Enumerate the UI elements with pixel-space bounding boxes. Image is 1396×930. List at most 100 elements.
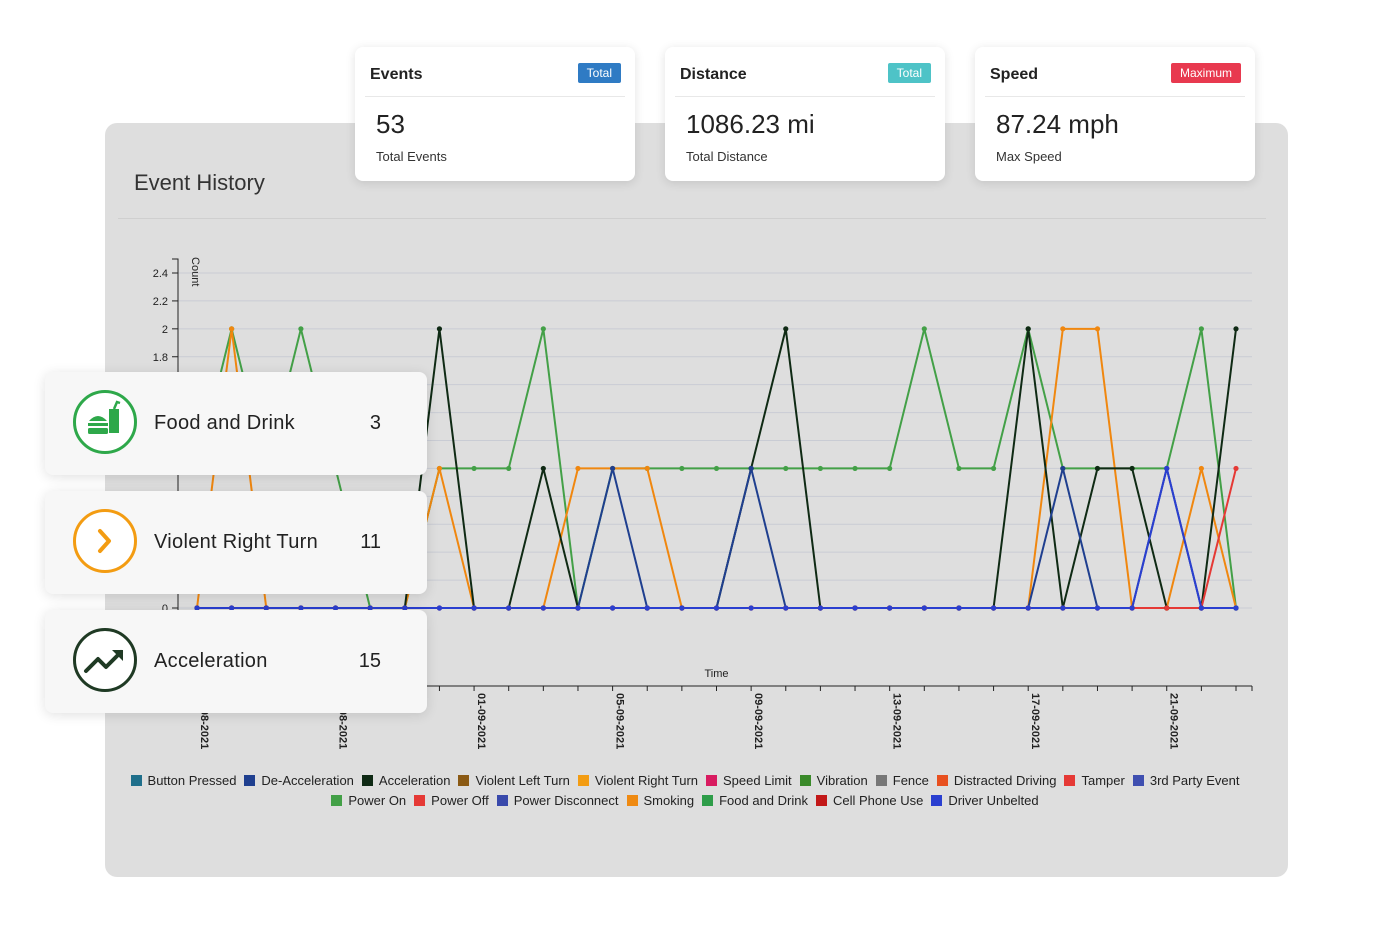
legend-item[interactable]: Power Disconnect — [496, 791, 619, 811]
legend-label: Food and Drink — [719, 793, 808, 808]
data-point — [1094, 326, 1101, 332]
legend-item[interactable]: Acceleration — [361, 771, 450, 791]
legend-item[interactable]: Fence — [875, 771, 929, 791]
legend-label: Power Disconnect — [513, 793, 619, 808]
legend-item[interactable]: Driver Unbelted — [931, 791, 1039, 811]
y-tick-label: 2 — [162, 324, 168, 336]
legend-item[interactable]: De-Acceleration — [244, 771, 354, 791]
data-point — [540, 605, 546, 611]
legend-label: Driver Unbelted — [948, 793, 1039, 808]
data-point — [367, 605, 373, 611]
legend-item[interactable]: Power On — [331, 791, 406, 811]
legend-swatch — [496, 795, 508, 806]
event-name: Violent Right Turn — [154, 531, 319, 553]
legend-label: Violent Left Turn — [475, 773, 570, 788]
legend-item[interactable]: 3rd Party Event — [1132, 771, 1239, 791]
data-point — [540, 326, 546, 332]
legend-item[interactable]: Food and Drink — [702, 791, 808, 811]
data-point — [1164, 605, 1170, 611]
y-axis-label: Count — [189, 257, 201, 286]
chart-legend: Button Pressed De-Acceleration Acceleratio… — [120, 771, 1250, 811]
data-point — [852, 605, 858, 611]
data-point — [921, 326, 927, 332]
data-point — [436, 605, 443, 611]
legend-item[interactable]: Violent Left Turn — [458, 771, 570, 791]
data-point — [194, 605, 200, 611]
legend-item[interactable]: Distracted Driving — [936, 771, 1057, 791]
data-point — [575, 605, 581, 611]
x-tick-label: 01-09-2021 — [475, 693, 487, 749]
legend-item[interactable]: Speed Limit — [706, 771, 792, 791]
legend-label: De-Acceleration — [261, 773, 354, 788]
x-tick-label: 05-09-2021 — [614, 693, 626, 749]
legend-label: Distracted Driving — [953, 773, 1057, 788]
data-point — [852, 465, 858, 472]
data-point — [1233, 465, 1239, 472]
legend-item[interactable]: Power Off — [414, 791, 489, 811]
food-and-drink-card[interactable]: Food and Drink 3 — [45, 372, 427, 475]
legend-item[interactable]: Button Pressed — [130, 771, 236, 791]
data-point — [1164, 465, 1170, 472]
events-stat-card: Events Total 53 Total Events — [355, 47, 635, 181]
legend-item[interactable]: Violent Right Turn — [577, 771, 698, 791]
data-point — [436, 465, 443, 472]
x-tick-label: 21-09-2021 — [1168, 693, 1180, 749]
legend-swatch — [244, 775, 256, 786]
data-point — [1129, 465, 1135, 472]
data-point — [229, 326, 235, 332]
distance-stat-card: Distance Total 1086.23 mi Total Distance — [665, 47, 945, 181]
acceleration-card[interactable]: Acceleration 15 — [45, 610, 427, 713]
legend-swatch — [936, 775, 948, 786]
data-point — [783, 605, 789, 611]
x-axis-label: Time — [704, 668, 728, 680]
maximum-badge: Maximum — [1170, 63, 1241, 83]
legend-item[interactable]: Smoking — [626, 791, 695, 811]
data-point — [1094, 465, 1101, 472]
data-point — [817, 605, 824, 611]
data-point — [1233, 605, 1239, 611]
data-point — [644, 605, 650, 611]
stat-title: Events — [370, 66, 423, 83]
data-point — [1233, 326, 1239, 332]
legend-label: Speed Limit — [723, 773, 792, 788]
x-tick-label: 13-09-2021 — [891, 693, 903, 749]
data-point — [1198, 465, 1204, 472]
legend-swatch — [799, 775, 811, 786]
stat-title: Distance — [680, 66, 747, 83]
data-point — [748, 605, 754, 611]
legend-label: Power On — [348, 793, 407, 808]
stat-subtitle: Total Distance — [686, 149, 768, 164]
legend-swatch — [331, 795, 343, 806]
data-point — [1198, 605, 1204, 611]
legend-label: Smoking — [643, 793, 695, 808]
legend-item[interactable]: Tamper — [1064, 771, 1125, 791]
data-point — [229, 605, 235, 611]
data-point — [817, 465, 824, 472]
data-point — [990, 605, 997, 611]
legend-swatch — [706, 775, 718, 786]
total-badge: Total — [577, 63, 621, 83]
legend-swatch — [577, 775, 589, 786]
data-point — [1060, 605, 1066, 611]
stat-value: 1086.23 mi — [686, 109, 815, 139]
data-point — [1060, 465, 1066, 472]
legend-item[interactable]: Vibration — [799, 771, 868, 791]
event-count: 3 — [369, 412, 381, 434]
data-point — [956, 465, 962, 472]
x-tick-label: 17-09-2021 — [1029, 693, 1041, 749]
violent-right-turn-card[interactable]: Violent Right Turn 11 — [45, 491, 427, 594]
data-point — [713, 605, 720, 611]
data-point — [1025, 605, 1031, 611]
legend-swatch — [1132, 775, 1144, 786]
data-point — [298, 326, 304, 332]
legend-swatch — [1064, 775, 1076, 786]
event-count: 11 — [360, 531, 381, 553]
legend-swatch — [626, 795, 638, 806]
legend-swatch — [875, 775, 887, 786]
data-point — [783, 465, 789, 472]
stat-value: 87.24 mph — [996, 109, 1119, 139]
legend-item[interactable]: Cell Phone Use — [815, 791, 923, 811]
data-point — [679, 465, 685, 472]
stat-subtitle: Max Speed — [996, 149, 1062, 164]
data-point — [298, 605, 304, 611]
